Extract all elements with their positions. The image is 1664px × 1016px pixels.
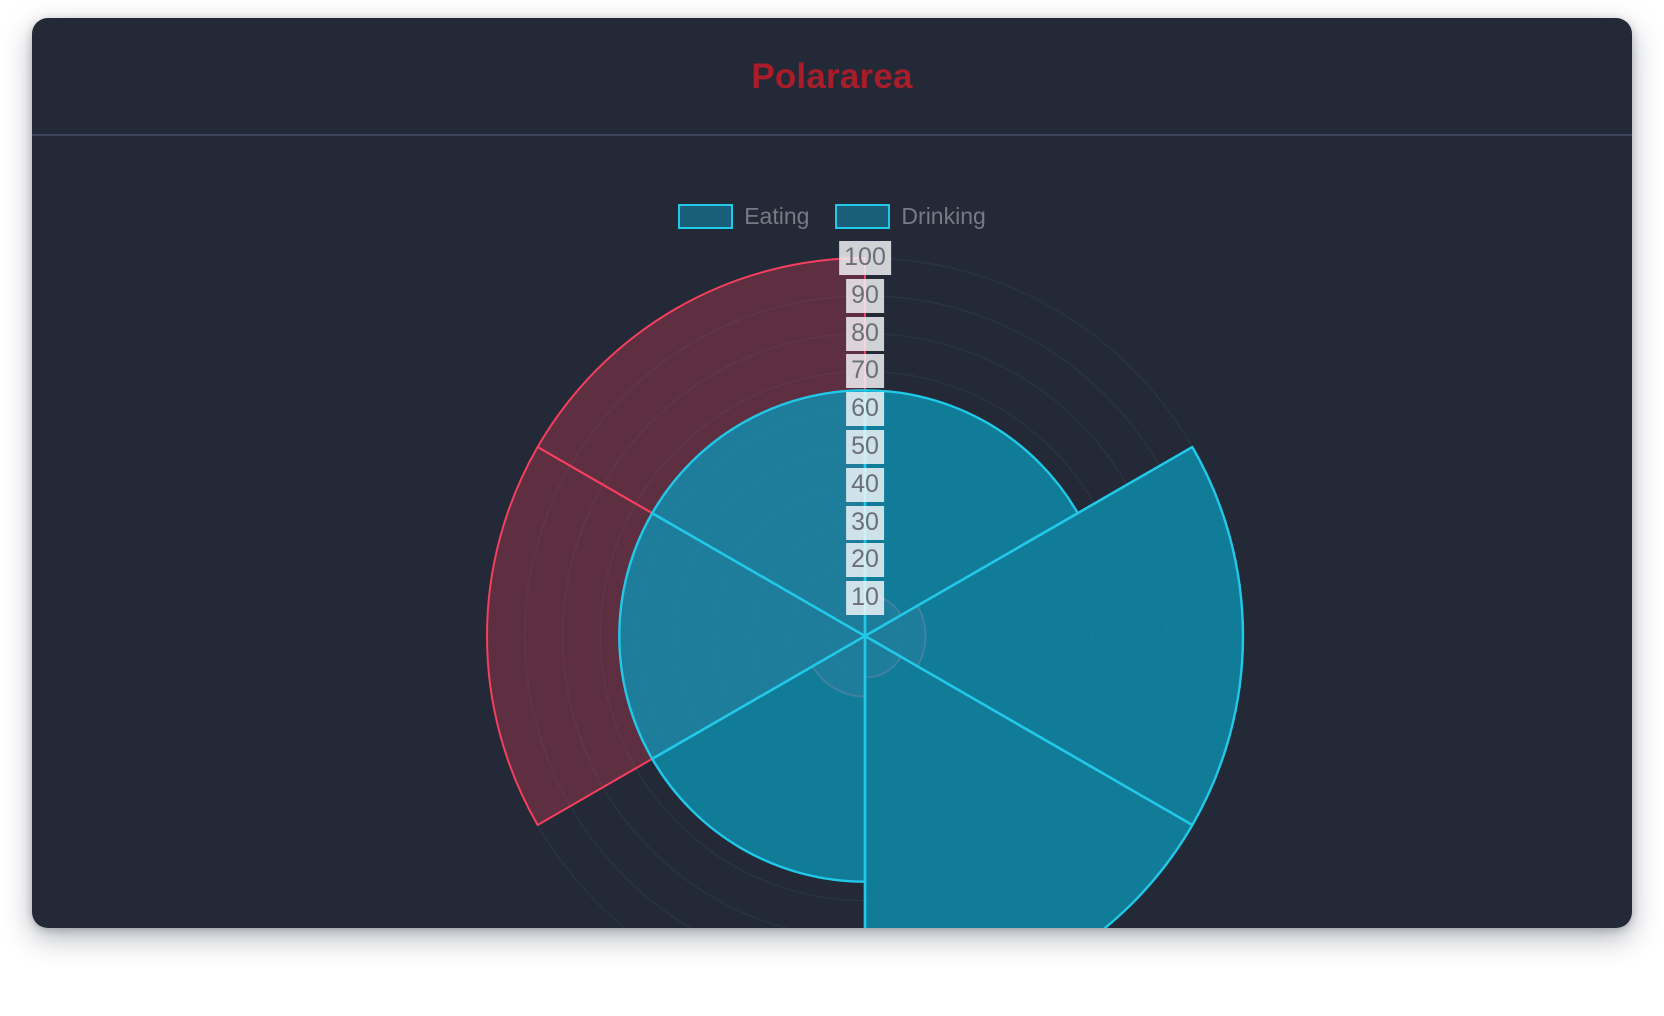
page-title: Polararea	[751, 59, 912, 94]
polar-area-plot	[32, 136, 1632, 928]
screen: Polararea Eating Drinking 10203040506070…	[0, 0, 1664, 1016]
chart-card: Polararea Eating Drinking 10203040506070…	[32, 18, 1632, 928]
chart-body: Eating Drinking 102030405060708090100	[32, 136, 1632, 928]
card-header: Polararea	[32, 18, 1632, 134]
